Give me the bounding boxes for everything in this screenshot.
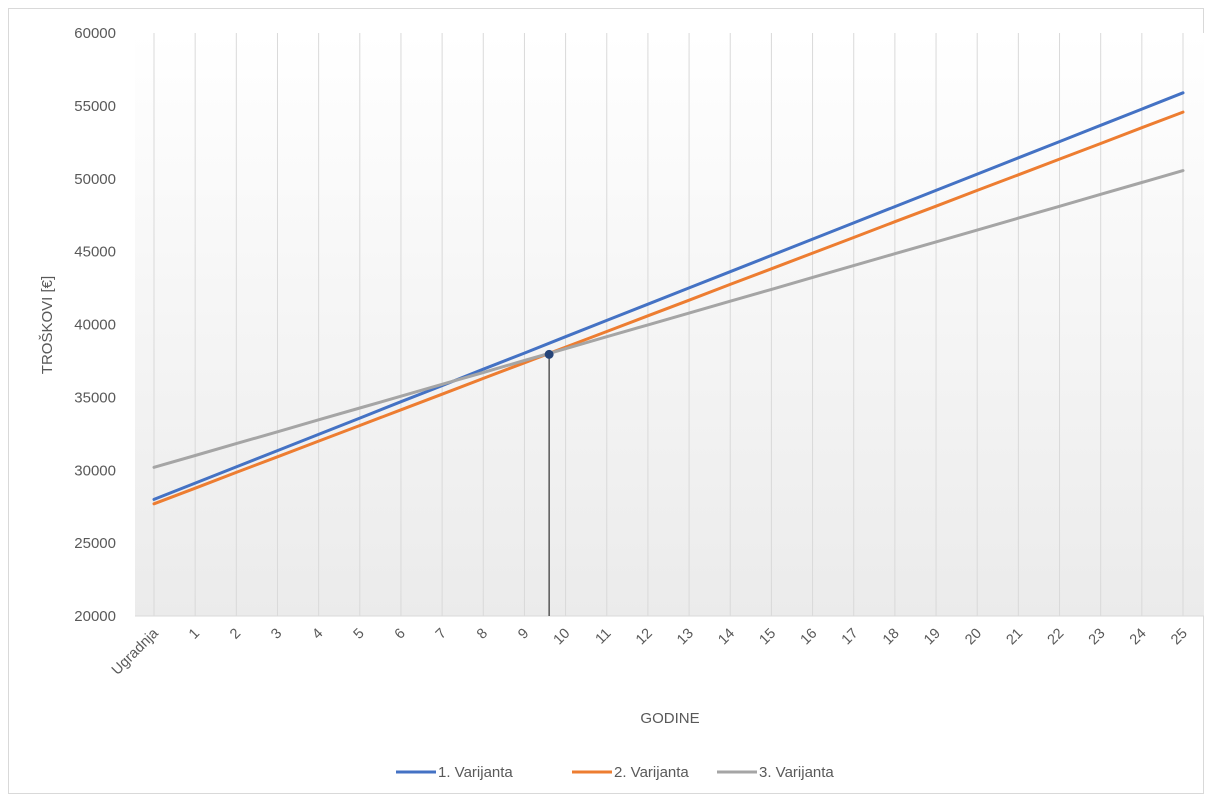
- x-tick-label: 19: [921, 626, 944, 649]
- x-tick-label: 9: [515, 626, 532, 643]
- x-tick-label: 22: [1045, 626, 1068, 649]
- x-tick-label: 23: [1086, 626, 1109, 649]
- x-tick-label: 5: [351, 626, 368, 643]
- y-tick-label: 45000: [74, 244, 116, 261]
- x-tick-label: 17: [839, 626, 862, 649]
- x-tick-label: 15: [757, 626, 780, 649]
- legend: 1. Varijanta 2. Varijanta 3. Varijanta: [396, 764, 834, 781]
- x-tick-label: 25: [1168, 626, 1191, 649]
- x-tick-label: 11: [593, 626, 615, 648]
- y-tick-label: 60000: [74, 25, 116, 42]
- x-tick-label: 7: [433, 626, 450, 643]
- x-tick-label: 6: [392, 626, 409, 643]
- gridlines: [135, 33, 1204, 617]
- x-tick-label: 4: [309, 626, 326, 643]
- y-tick-label: 35000: [74, 389, 116, 406]
- x-axis-ticks: Ugradnja 1 2 3 4 5 6 7 8 9 10 11 12 13 14 15 16 17 18 19 20 2…: [109, 625, 1191, 679]
- y-tick-label: 25000: [74, 535, 116, 552]
- legend-label: 3. Varijanta: [759, 764, 834, 781]
- y-tick-label: 55000: [74, 98, 116, 115]
- x-axis-title: GODINE: [640, 710, 699, 727]
- x-tick-label: 14: [715, 626, 738, 649]
- series-line: [152, 91, 1185, 501]
- x-tick-label: Ugradnja: [109, 625, 163, 679]
- x-tick-label: 13: [674, 626, 697, 649]
- x-tick-label: 10: [551, 626, 574, 649]
- intersection-marker: [544, 349, 554, 359]
- y-tick-label: 20000: [74, 608, 116, 625]
- y-tick-label: 50000: [74, 171, 116, 188]
- x-tick-label: 3: [268, 626, 285, 643]
- x-tick-label: 16: [798, 626, 821, 649]
- x-tick-label: 8: [474, 626, 491, 643]
- legend-label: 1. Varijanta: [438, 764, 513, 781]
- x-tick-label: 20: [962, 626, 985, 649]
- x-tick-label: 18: [880, 626, 903, 649]
- y-tick-label: 40000: [74, 317, 116, 334]
- y-axis-title: TROŠKOVI [€]: [39, 276, 56, 374]
- x-tick-label: 1: [186, 626, 203, 643]
- x-tick-label: 12: [633, 626, 656, 649]
- plot-area: [135, 33, 1204, 616]
- x-tick-label: 21: [1003, 626, 1026, 649]
- annotation: [544, 349, 554, 616]
- x-tick-label: 24: [1127, 626, 1150, 649]
- legend-label: 2. Varijanta: [614, 764, 689, 781]
- y-tick-label: 30000: [74, 462, 116, 479]
- series-line: [152, 110, 1185, 506]
- series-line: [152, 169, 1185, 469]
- series-lines: [152, 91, 1185, 506]
- y-axis-ticks: 20000 25000 30000 35000 40000 45000 50000 55000…: [74, 25, 116, 625]
- x-tick-label: 2: [227, 626, 244, 643]
